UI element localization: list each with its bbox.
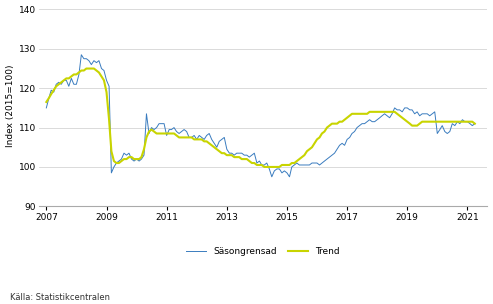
Line: Trend: Trend [46, 68, 475, 167]
Text: Källa: Statistikcentralen: Källa: Statistikcentralen [10, 293, 110, 302]
Y-axis label: Index (2015=100): Index (2015=100) [5, 65, 15, 147]
Legend: Säsongrensad, Trend: Säsongrensad, Trend [186, 247, 340, 256]
Line: Säsongrensad: Säsongrensad [46, 55, 475, 177]
